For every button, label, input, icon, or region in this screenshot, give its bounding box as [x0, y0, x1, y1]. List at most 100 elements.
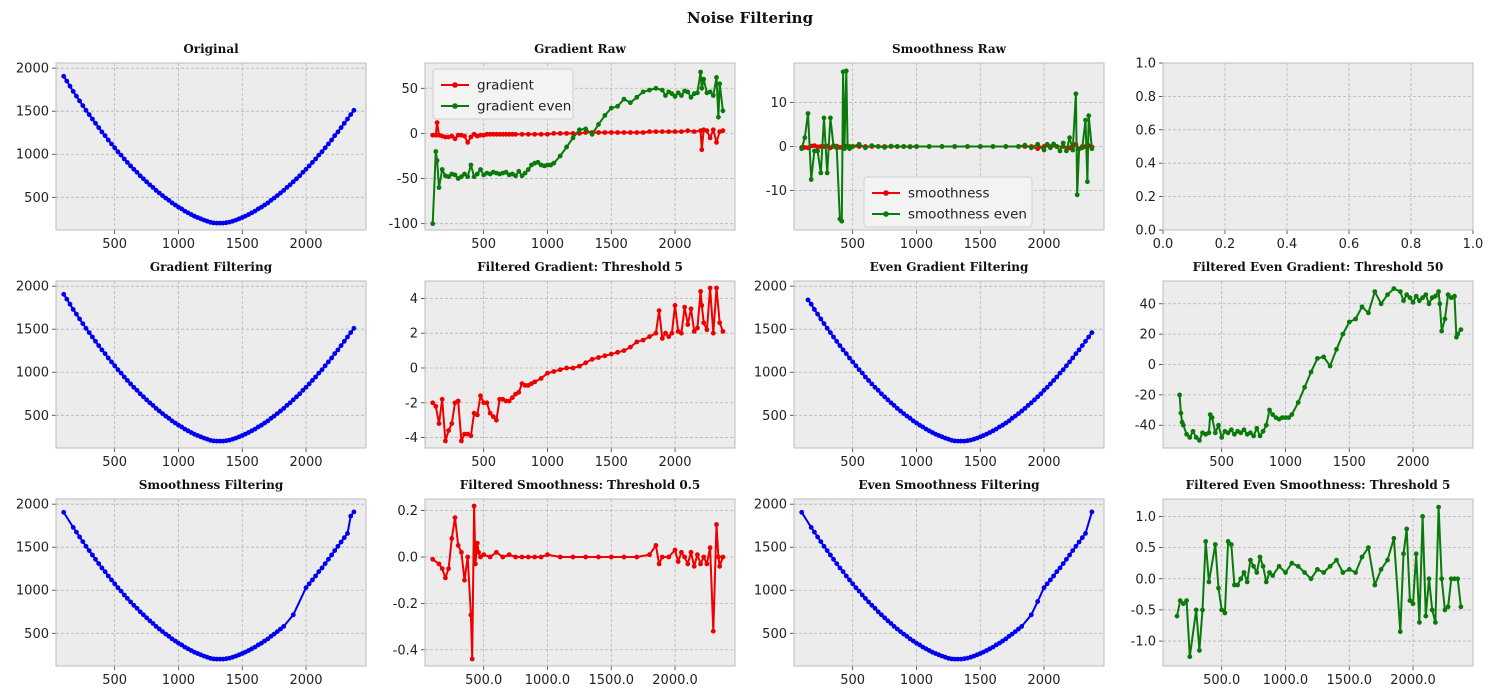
data-point: [1016, 411, 1021, 416]
data-point: [907, 415, 913, 421]
x-tick-label: 1500: [226, 237, 259, 252]
data-point: [863, 596, 868, 601]
data-point: [596, 130, 601, 135]
data-point: [462, 577, 467, 583]
series-group: [61, 509, 357, 662]
data-point: [634, 130, 640, 135]
data-point: [83, 325, 89, 331]
data-point: [853, 363, 859, 369]
data-point: [634, 339, 640, 345]
subplot-4: 0.0 0.2 0.4 0.6 0.8 1.0 0.0 0.2 0.4 0.6 0.8 1.0: [1135, 57, 1483, 253]
data-point: [109, 141, 114, 147]
data-point: [879, 391, 884, 397]
data-point: [885, 618, 891, 624]
data-point: [1334, 557, 1339, 563]
data-point: [303, 166, 309, 172]
y-tick-label: 0.4: [1135, 157, 1156, 172]
data-point: [653, 330, 659, 336]
data-point: [443, 575, 448, 581]
data-point: [1076, 347, 1082, 353]
data-point: [1260, 428, 1266, 434]
data-point: [452, 172, 458, 178]
data-point: [449, 133, 455, 139]
data-point: [278, 190, 283, 196]
data-point: [663, 93, 668, 98]
data-point: [837, 565, 843, 571]
data-point: [150, 185, 156, 190]
subplot-10: 500.0 1000.0 1500.0 2000.0 -0.4 -0.2 0.0 0.2 Fil…: [393, 478, 736, 688]
data-point: [1219, 607, 1225, 613]
data-point: [691, 563, 697, 569]
data-point: [332, 548, 338, 553]
data-point: [1458, 327, 1464, 332]
data-point: [699, 85, 705, 91]
data-point: [500, 554, 506, 560]
data-point: [471, 503, 477, 509]
data-point: [1073, 543, 1079, 549]
data-point: [468, 162, 474, 168]
data-point: [1022, 406, 1028, 411]
data-point: [679, 129, 684, 135]
data-point: [1070, 355, 1076, 361]
data-point: [557, 554, 563, 560]
data-point: [621, 96, 627, 102]
x-tick-label: 0.0: [1153, 237, 1174, 252]
data-point: [615, 103, 620, 109]
data-point: [1054, 374, 1060, 380]
y-tick-label: -10: [766, 184, 787, 199]
data-point: [67, 83, 73, 89]
plot-area: [56, 281, 366, 448]
subplot-6: 500 1000 1500 2000 -4 -2 0 2 4 Filtered Gradient:…: [405, 260, 736, 470]
data-point: [494, 549, 499, 555]
data-point: [589, 356, 595, 362]
data-point: [1426, 576, 1432, 582]
y-tick-label: 0.6: [1135, 123, 1156, 138]
data-point: [290, 397, 296, 403]
data-point: [669, 330, 675, 336]
data-point: [443, 438, 448, 444]
data-point: [1219, 435, 1225, 440]
x-tick-label: 2000: [658, 455, 691, 470]
data-point: [866, 378, 871, 383]
x-tick-label: 1000: [162, 673, 195, 688]
data-point: [1073, 91, 1079, 97]
data-point: [310, 577, 315, 583]
data-point: [1232, 431, 1237, 437]
y-tick-label: 0: [410, 361, 418, 376]
legend-swatch-marker: [452, 82, 458, 88]
y-tick-label: 0: [1148, 358, 1156, 373]
data-point: [134, 387, 140, 393]
data-point: [1032, 397, 1037, 403]
data-point: [659, 554, 665, 560]
data-point: [720, 128, 726, 134]
data-point: [672, 94, 678, 99]
data-point: [1057, 565, 1063, 571]
data-point: [316, 370, 322, 376]
y-tick-label: 500: [24, 409, 49, 424]
data-point: [351, 107, 357, 113]
data-point: [1051, 141, 1056, 147]
y-tick-label: 20: [1139, 328, 1156, 343]
data-point: [583, 360, 589, 366]
data-point: [1019, 624, 1025, 629]
data-point: [634, 554, 640, 560]
data-point: [332, 133, 338, 139]
data-point: [1455, 331, 1461, 337]
data-point: [1073, 351, 1079, 357]
data-point: [484, 400, 490, 406]
data-point: [882, 615, 887, 621]
data-point: [1041, 387, 1047, 393]
data-point: [121, 374, 127, 380]
data-point: [1397, 289, 1403, 294]
data-point: [1074, 192, 1080, 198]
legend: gradient gradient even: [432, 68, 574, 120]
data-point: [1187, 435, 1193, 440]
data-point: [487, 554, 493, 560]
data-point: [1397, 629, 1403, 635]
data-point: [96, 343, 102, 348]
data-point: [329, 355, 334, 361]
data-point: [147, 182, 153, 188]
data-point: [1385, 292, 1390, 298]
x-tick-label: 1500: [964, 237, 997, 252]
data-point: [109, 577, 114, 583]
